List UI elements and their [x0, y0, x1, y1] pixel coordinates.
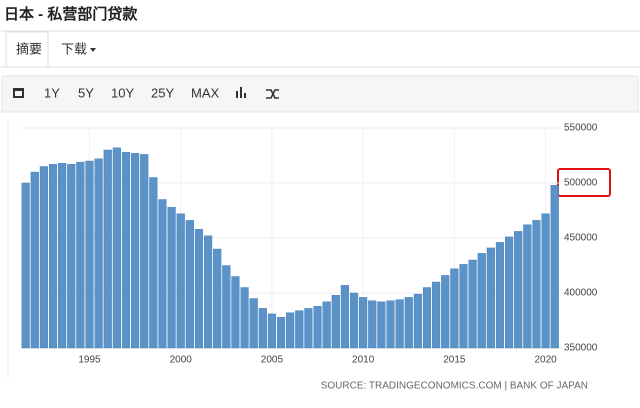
bar: [304, 308, 313, 349]
bar: [204, 235, 213, 349]
bar: [404, 297, 413, 349]
shuffle-icon[interactable]: [266, 89, 279, 99]
bar: [67, 164, 76, 349]
bar: [495, 242, 505, 349]
bar: [258, 308, 267, 349]
bar: [131, 153, 140, 349]
bar: [468, 259, 477, 349]
bar: [240, 287, 249, 349]
bar: [477, 253, 486, 349]
bar: [267, 313, 277, 349]
plot: 350000 400000 450000 500000 550000 1995 2000 20…: [21, 123, 598, 366]
bar: [30, 171, 39, 349]
y-tick-label: 550000: [564, 123, 598, 134]
bar: [222, 265, 231, 349]
tab[interactable]: 摘要: [16, 41, 42, 56]
caret: [90, 48, 96, 52]
y-tick-label: 450000: [564, 233, 598, 244]
bar: [48, 164, 58, 349]
bar: [550, 184, 559, 349]
bar: [349, 292, 359, 349]
bar: [194, 228, 204, 349]
page-title: 日本 - 私营部门贷款: [4, 5, 138, 23]
x-tick-label: 2020: [534, 355, 557, 366]
bar: [249, 298, 258, 349]
bar: [413, 293, 422, 349]
bar: [286, 312, 295, 349]
bar: [322, 301, 331, 349]
bar: [486, 247, 495, 349]
bar: [149, 177, 158, 349]
bar: [295, 310, 304, 349]
range-button[interactable]: 10Y: [111, 85, 134, 100]
bar: [331, 295, 340, 349]
bar: [386, 300, 395, 349]
bar: [505, 236, 514, 349]
bar: [395, 299, 404, 349]
bar: [359, 297, 368, 349]
bar: [140, 154, 149, 349]
bar: [94, 158, 103, 349]
bar: [231, 276, 240, 349]
bar: [21, 182, 30, 349]
x-tick-label: 2010: [352, 355, 375, 366]
bar: [167, 206, 176, 349]
bar: [85, 160, 94, 349]
bar: [523, 224, 532, 349]
y-tick-label: 350000: [564, 343, 598, 354]
bar: [58, 162, 67, 349]
bar: [276, 317, 286, 349]
bar: [313, 306, 322, 349]
x-tick-label: 2005: [261, 355, 284, 366]
bar: [176, 213, 185, 349]
x-tick-label: 2015: [443, 355, 466, 366]
x-tick-label: 2000: [170, 355, 193, 366]
bar: [121, 151, 131, 349]
bar: [39, 166, 48, 349]
bar: [514, 231, 523, 349]
range-button[interactable]: 25Y: [151, 85, 174, 100]
bar-chart-icon[interactable]: [236, 87, 246, 98]
bar: [158, 199, 167, 349]
bar: [368, 300, 377, 349]
bar: [213, 248, 222, 349]
bar: [112, 147, 121, 349]
calendar-icon[interactable]: [13, 88, 24, 98]
bar: [532, 220, 541, 349]
y-tick-label: 500000: [564, 178, 598, 189]
range-button[interactable]: 1Y: [44, 85, 60, 100]
range-button[interactable]: MAX: [191, 85, 220, 100]
x-tick-label: 1995: [78, 355, 101, 366]
bar: [422, 287, 432, 349]
bar: [541, 213, 550, 349]
bar: [459, 264, 468, 349]
bar: [340, 285, 349, 349]
bar: [103, 149, 112, 349]
toolbar: [1, 75, 639, 113]
range-button[interactable]: 5Y: [78, 85, 94, 100]
source: SOURCE: TRADINGECONOMICS.COM | BANK OF J…: [321, 381, 588, 392]
bar: [450, 268, 459, 349]
bar: [377, 301, 386, 349]
bar: [441, 275, 450, 349]
y-tick-label: 400000: [564, 288, 598, 299]
bar: [432, 281, 441, 349]
bar: [185, 220, 194, 349]
tab[interactable]: 下载: [61, 41, 87, 56]
bar: [76, 161, 85, 349]
